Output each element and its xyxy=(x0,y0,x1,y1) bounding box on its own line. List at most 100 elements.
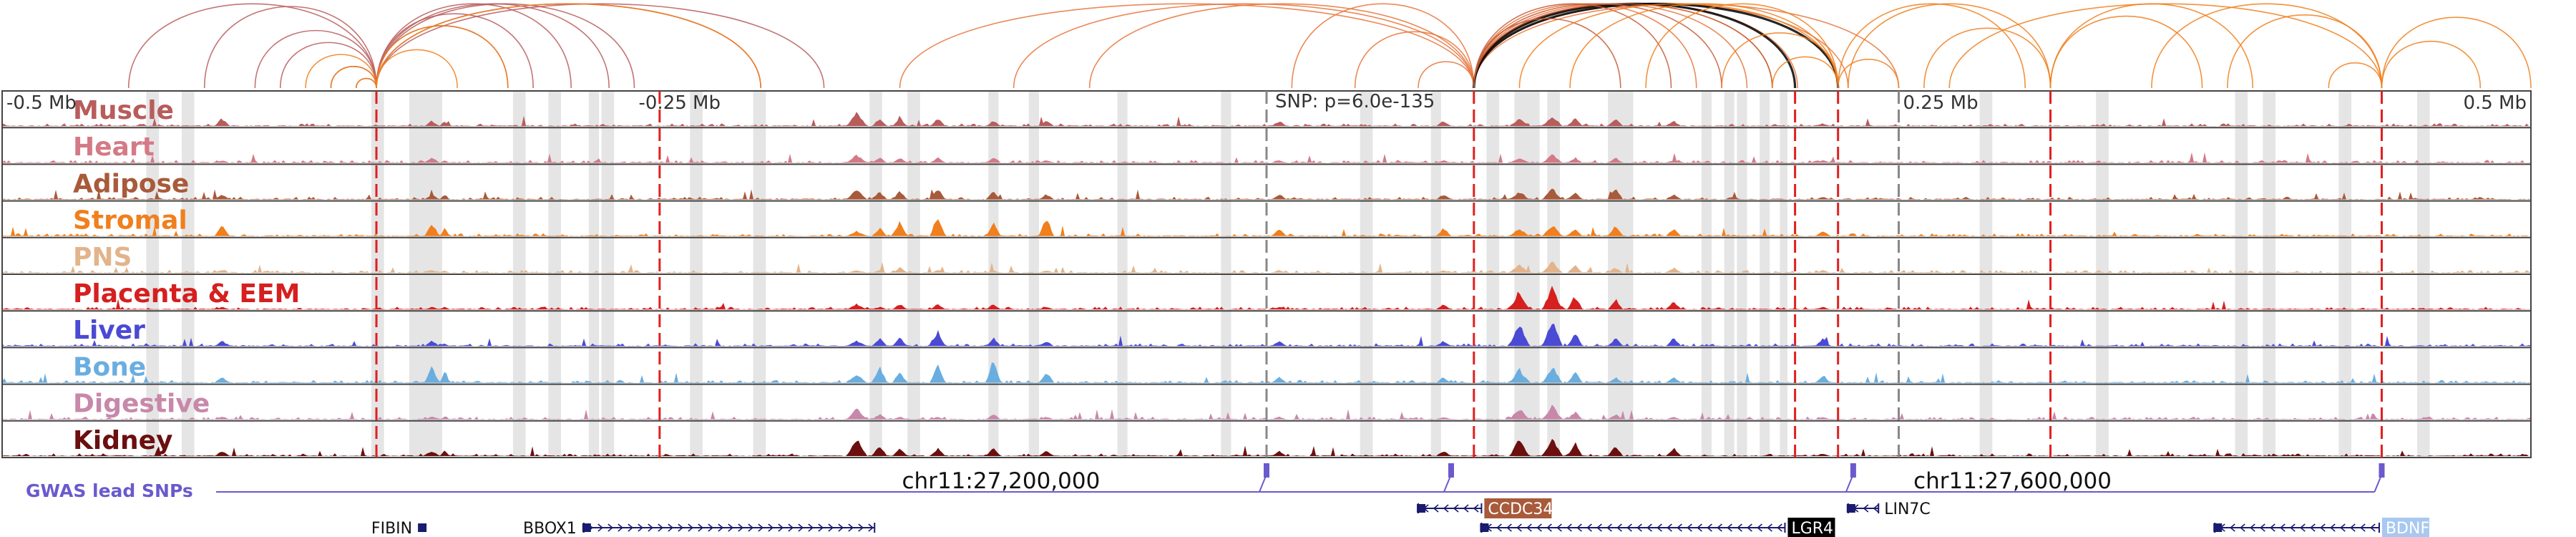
strand-arrow xyxy=(1657,523,1662,532)
gwas-connector xyxy=(1845,475,1853,493)
strand-arrow xyxy=(718,523,724,532)
strand-arrow xyxy=(768,523,774,532)
gene-label: LIN7C xyxy=(1884,500,1931,518)
strand-arrow xyxy=(1747,523,1752,532)
loop-arc xyxy=(279,42,377,89)
strand-arrow xyxy=(1443,504,1449,513)
strand-arrow xyxy=(668,523,674,532)
scale-label: -0.25 Mb xyxy=(639,92,721,114)
strand-arrow xyxy=(1546,523,1552,532)
loop-arc xyxy=(1013,3,1475,89)
loop-arc xyxy=(1354,31,1475,89)
strand-arrow xyxy=(638,523,644,532)
strand-arrow xyxy=(788,523,794,532)
scale-label: 0.25 Mb xyxy=(1903,92,1979,114)
loop-arc xyxy=(1848,3,2051,89)
loop-arc xyxy=(355,77,377,89)
strand-arrow xyxy=(1636,523,1642,532)
strand-arrow xyxy=(698,523,704,532)
gwas-connector xyxy=(1443,475,1451,493)
strand-arrow xyxy=(1616,523,1622,532)
gene-label-box xyxy=(1787,518,1835,537)
gene-label: BDNF xyxy=(2386,520,2429,537)
strand-arrow xyxy=(1473,504,1479,513)
loop-arc xyxy=(899,3,1475,89)
gene-label: FIBIN xyxy=(371,520,412,537)
strand-arrow xyxy=(1863,504,1869,513)
loop-arc xyxy=(2049,15,2203,89)
gene-exon xyxy=(1846,504,1855,513)
coordinate-label: chr11:27,600,000 xyxy=(1913,468,2112,494)
track-label: Liver xyxy=(73,316,145,345)
gene-exon xyxy=(418,523,427,532)
strand-arrow xyxy=(1717,523,1722,532)
loop-arc xyxy=(2381,40,2482,89)
dashed-marker-lines xyxy=(375,91,2383,458)
strand-arrow xyxy=(1576,523,1582,532)
signal-pns xyxy=(2,261,2531,273)
loop-arc xyxy=(1837,59,1900,89)
strand-arrow xyxy=(858,523,864,532)
loop-arc xyxy=(2328,62,2383,89)
strand-arrow xyxy=(848,523,854,532)
loop-arc xyxy=(1645,3,1839,89)
loop-arc xyxy=(1291,3,1475,89)
strand-arrow xyxy=(708,523,714,532)
gene-label: CCDC34 xyxy=(1488,500,1553,518)
strand-arrow xyxy=(2240,523,2245,532)
strand-arrow xyxy=(1496,523,1502,532)
gene-label-box xyxy=(2381,518,2429,537)
scale-label: 0.5 Mb xyxy=(2463,92,2527,114)
loop-arc xyxy=(203,6,377,89)
track-label: Stromal xyxy=(73,206,187,236)
gene-track: FIBIN BBOX1 CCDC34 LGR4 LIN7C BDNF xyxy=(371,498,2429,537)
track-label: Adipose xyxy=(73,169,189,198)
strand-arrow xyxy=(1526,523,1532,532)
loop-arc xyxy=(1923,27,2051,89)
track-label: Muscle xyxy=(73,96,174,125)
strand-arrow xyxy=(1777,523,1782,532)
strand-arrow xyxy=(688,523,694,532)
gwas-snp-marker xyxy=(2379,463,2385,478)
loop-arc xyxy=(376,3,761,89)
gwas-snp-marker xyxy=(1264,463,1269,478)
strand-arrow xyxy=(597,523,604,532)
gene-label-box xyxy=(1484,498,1552,518)
strand-arrow xyxy=(618,523,624,532)
strand-arrow xyxy=(2300,523,2306,532)
loop-arc xyxy=(330,66,377,89)
strand-arrow xyxy=(1463,504,1469,513)
strand-arrow xyxy=(2350,523,2356,532)
strand-arrow xyxy=(2270,523,2275,532)
strand-arrow xyxy=(1757,523,1762,532)
coordinate-labels: chr11:27,200,000 chr11:27,600,000 xyxy=(902,468,2112,494)
strand-arrow xyxy=(728,523,734,532)
strand-arrow xyxy=(2290,523,2296,532)
track-label: PNS xyxy=(73,243,132,272)
loop-arc xyxy=(1473,2,1797,89)
scale-labels: -0.5 Mb -0.25 Mb 0.25 Mb 0.5 Mb SNP: p=6.0e-… xyxy=(6,91,2527,114)
gwas-track-label: GWAS lead SNPs xyxy=(26,480,193,501)
strand-arrow xyxy=(1516,523,1522,532)
strand-arrow xyxy=(1707,523,1712,532)
strand-arrow xyxy=(1536,523,1542,532)
strand-arrow xyxy=(1566,523,1572,532)
loop-arc xyxy=(127,3,377,89)
strand-arrow xyxy=(628,523,634,532)
track-label: Kidney xyxy=(73,426,173,455)
loop-arc xyxy=(305,54,377,89)
loop-arc xyxy=(1473,3,1672,89)
strand-arrow xyxy=(1506,523,1512,532)
loop-arc xyxy=(330,66,377,89)
coordinate-label: chr11:27,200,000 xyxy=(902,468,1101,494)
gene-label: LGR4 xyxy=(1791,520,1833,537)
strand-arrow xyxy=(2370,523,2376,532)
strand-arrow xyxy=(1646,523,1652,532)
signal-heart xyxy=(2,152,2531,163)
strand-arrow xyxy=(1453,504,1459,513)
loop-arc xyxy=(2227,14,2383,89)
chromatin-loops xyxy=(127,2,2532,89)
strand-arrow xyxy=(1556,523,1562,532)
strand-arrow xyxy=(2280,523,2285,532)
